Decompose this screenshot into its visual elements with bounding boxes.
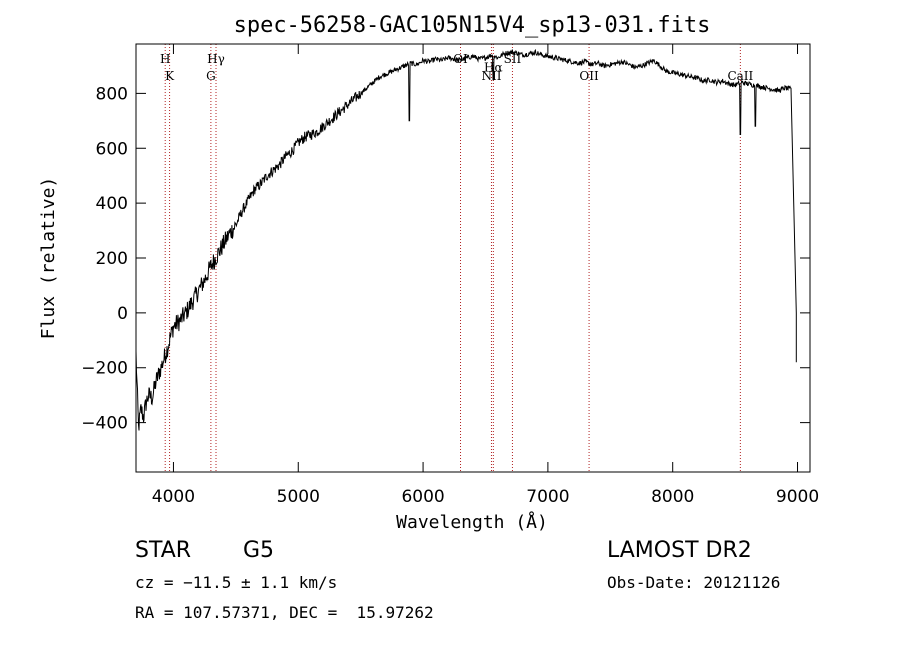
line-marker-label-2: G bbox=[206, 69, 216, 83]
coordinates: RA = 107.57371, DEC = 15.97262 bbox=[135, 603, 434, 622]
line-marker-label-3: Hγ bbox=[207, 52, 225, 66]
x-tick-label-4: 8000 bbox=[651, 487, 694, 507]
y-tick-label-2: 0 bbox=[117, 304, 128, 324]
line-marker-label-9: CaII bbox=[727, 69, 753, 83]
object-subclass: G5 bbox=[243, 538, 275, 563]
y-tick-label-4: 400 bbox=[96, 194, 128, 214]
y-tick-label-0: −400 bbox=[81, 414, 128, 434]
redshift-cz: cz = −11.5 ± 1.1 km/s bbox=[135, 573, 338, 592]
x-axis-label: Wavelength (Å) bbox=[396, 511, 548, 533]
line-marker-label-1: K bbox=[165, 69, 175, 83]
x-tick-label-0: 4000 bbox=[152, 487, 195, 507]
y-tick-label-3: 200 bbox=[96, 249, 128, 269]
obs-date: Obs-Date: 20121126 bbox=[607, 573, 781, 592]
line-marker-label-8: OII bbox=[579, 69, 599, 83]
x-tick-label-1: 5000 bbox=[277, 487, 320, 507]
line-marker-label-0: H bbox=[160, 52, 170, 66]
spectrum-line bbox=[135, 48, 797, 431]
x-tick-label-2: 6000 bbox=[401, 487, 444, 507]
axis-ticks: 4000 5000 6000 7000 8000 9000 −400 −200 0 200 400 6… bbox=[81, 44, 819, 507]
y-tick-label-5: 600 bbox=[96, 139, 128, 159]
y-tick-label-1: −200 bbox=[81, 359, 128, 379]
spectrum-chart: spec-56258-GAC105N15V4_sp13-031.fits HK G… bbox=[38, 13, 819, 533]
survey-name: LAMOST DR2 bbox=[607, 538, 752, 563]
x-tick-label-5: 9000 bbox=[776, 487, 819, 507]
y-axis-label: Flux (relative) bbox=[38, 177, 59, 340]
x-tick-label-3: 7000 bbox=[526, 487, 569, 507]
chart-title: spec-56258-GAC105N15V4_sp13-031.fits bbox=[234, 13, 711, 38]
object-class: STAR bbox=[135, 538, 192, 563]
plot-frame bbox=[135, 43, 811, 473]
line-marker-label-5: NII bbox=[481, 69, 501, 83]
y-tick-label-6: 800 bbox=[96, 84, 128, 104]
